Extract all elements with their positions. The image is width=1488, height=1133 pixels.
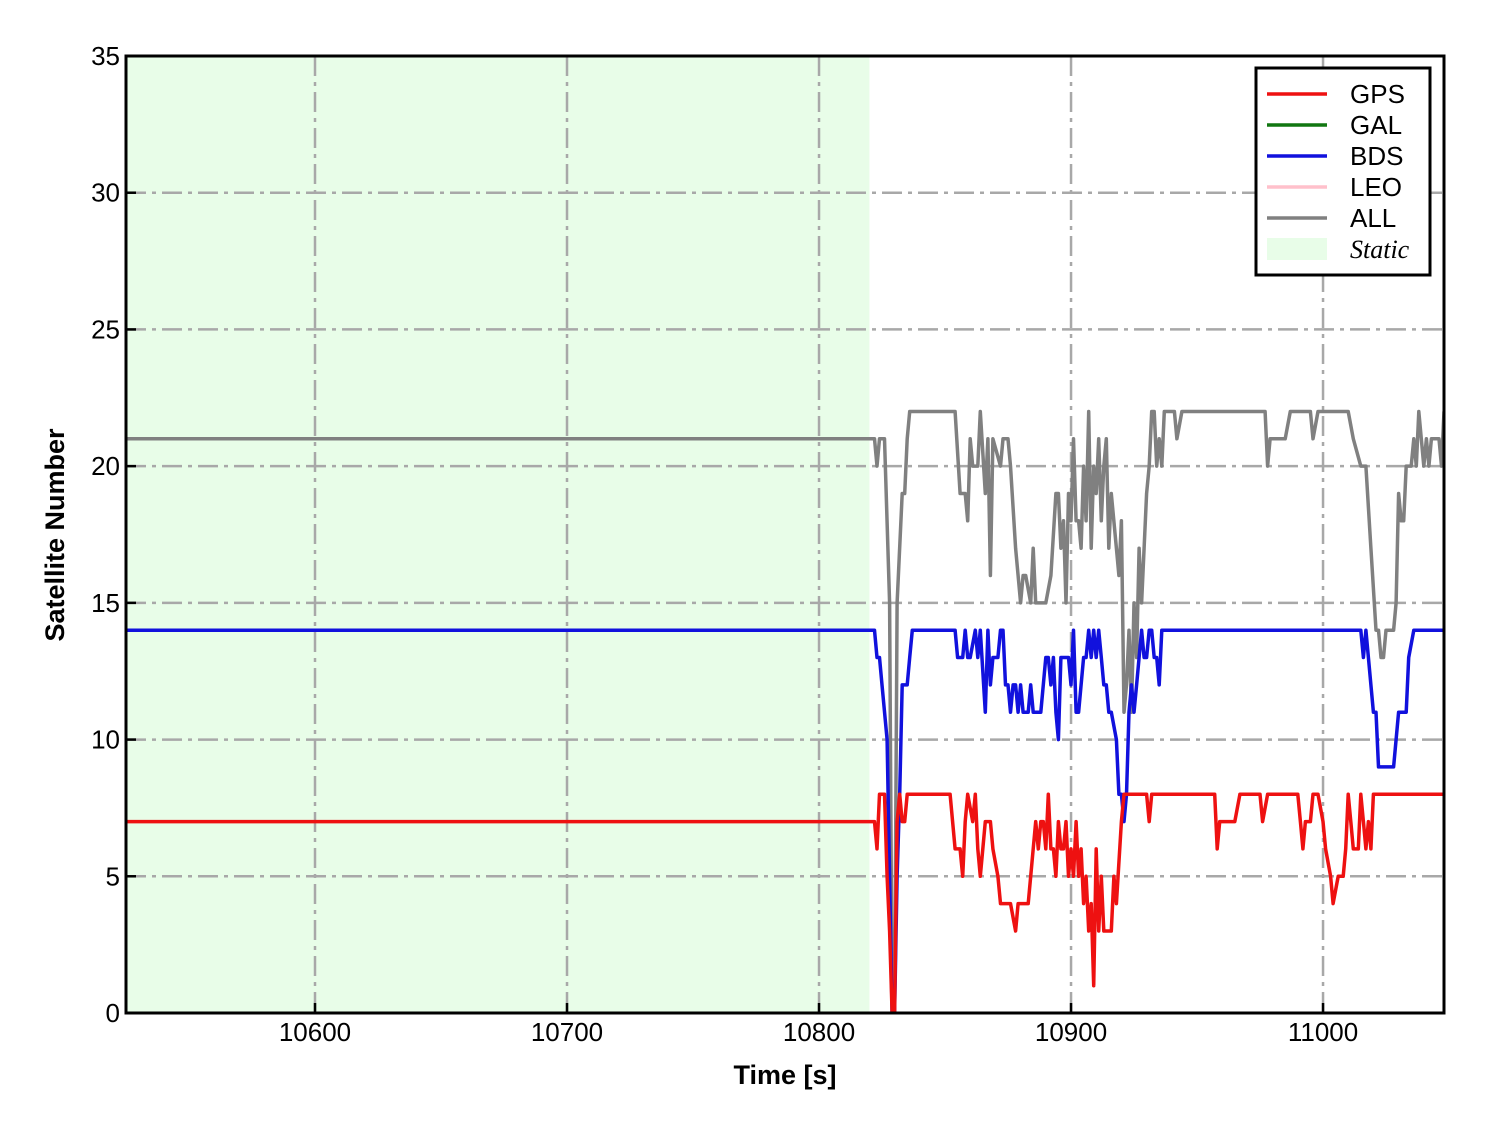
y-tick-label-25: 25: [91, 314, 120, 344]
legend-label-bds: BDS: [1350, 141, 1403, 171]
y-tick-label-30: 30: [91, 178, 120, 208]
y-tick-label-0: 0: [106, 998, 120, 1028]
y-tick-label-20: 20: [91, 451, 120, 481]
plot-frame: [124, 54, 1446, 1015]
legend-label-gps: GPS: [1350, 79, 1405, 109]
x-tick-label-10900: 10900: [1035, 1017, 1107, 1047]
shaded-region-static: [126, 56, 870, 1013]
series-line-bds: [126, 628, 1444, 1013]
y-tick-label-35: 35: [91, 41, 120, 71]
legend-label-all: ALL: [1350, 203, 1396, 233]
legend-swatch-static: [1267, 238, 1327, 260]
legend-label-static: Static: [1350, 235, 1410, 264]
x-tick-label-10700: 10700: [531, 1017, 603, 1047]
series-line-gps: [126, 792, 1444, 1013]
legend-label-gal: GAL: [1350, 110, 1402, 140]
shaded-regions: [126, 56, 870, 1013]
y-axis-title: Satellite Number: [40, 428, 70, 642]
legend-label-leo: LEO: [1350, 172, 1402, 202]
grid: [126, 56, 1444, 1013]
x-axis-title: Time [s]: [733, 1060, 836, 1090]
axis-ticks: 10600 10700 10800 10900 11000 0 5 10 15 20 25 30 35: [91, 41, 1358, 1047]
x-tick-label-10800: 10800: [783, 1017, 855, 1047]
x-tick-label-10600: 10600: [279, 1017, 351, 1047]
series-line-all: [126, 409, 1444, 1013]
series-lines: [126, 409, 1444, 1013]
y-tick-label-15: 15: [91, 588, 120, 618]
x-tick-label-11000: 11000: [1288, 1017, 1358, 1047]
y-tick-label-5: 5: [106, 861, 120, 891]
y-tick-label-10: 10: [91, 725, 120, 755]
